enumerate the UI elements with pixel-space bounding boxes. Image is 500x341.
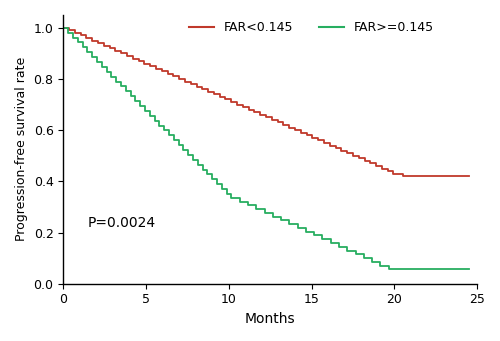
Legend: FAR<0.145, FAR>=0.145: FAR<0.145, FAR>=0.145: [184, 16, 439, 39]
Y-axis label: Progression-free survival rate: Progression-free survival rate: [15, 57, 28, 241]
Text: P=0.0024: P=0.0024: [88, 217, 156, 231]
X-axis label: Months: Months: [245, 312, 296, 326]
